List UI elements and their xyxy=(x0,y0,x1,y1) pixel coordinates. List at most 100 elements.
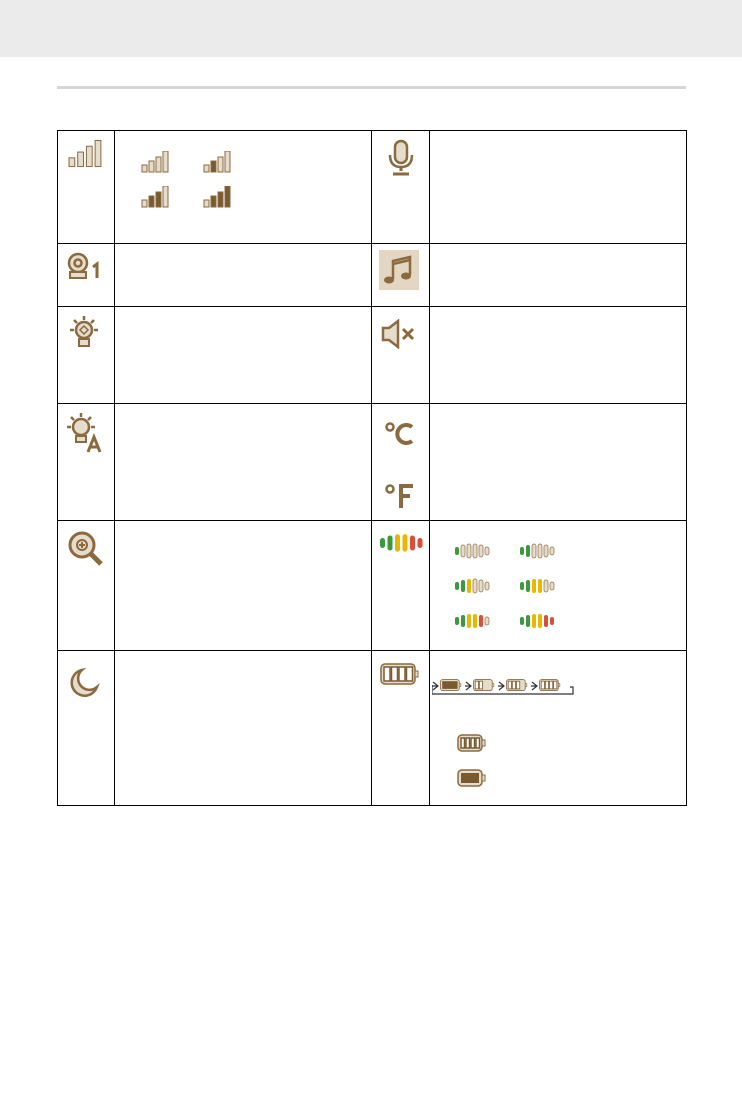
volume-level-2-icon xyxy=(519,543,554,559)
volume-level-6-icon xyxy=(519,614,554,628)
volume-bar xyxy=(410,535,416,551)
cell-signal xyxy=(56,130,116,244)
volume-bar xyxy=(537,579,542,593)
volume-bar xyxy=(472,614,477,628)
microphone-icon xyxy=(389,139,414,176)
cell-auto-light xyxy=(56,403,116,521)
volume-bar xyxy=(466,579,471,593)
volume-bar xyxy=(543,579,548,593)
signal-bar xyxy=(224,186,231,208)
volume-bar xyxy=(519,617,524,625)
camera-1-icon xyxy=(67,252,99,279)
volume-level-3-icon xyxy=(454,578,489,594)
signal-bar xyxy=(141,164,148,173)
volume-bar xyxy=(460,580,465,592)
signal-bar xyxy=(141,199,148,208)
camera-desc xyxy=(114,243,373,307)
volume-bar xyxy=(484,581,489,591)
battery-segment xyxy=(548,680,553,690)
signal-level-1-icon xyxy=(141,151,169,173)
cell-mic xyxy=(371,130,430,244)
volume-level-5-icon xyxy=(454,614,489,628)
volume-bar xyxy=(537,614,542,628)
signal-bar xyxy=(203,164,210,173)
signal-bar xyxy=(217,191,224,208)
night-light-icon xyxy=(70,316,98,347)
volume-bar xyxy=(525,545,530,557)
music-note-icon xyxy=(379,250,420,290)
night-light-desc xyxy=(114,306,373,404)
signal-bar xyxy=(162,151,169,173)
battery-segment xyxy=(540,680,545,690)
temperature-fahrenheit-icon xyxy=(385,484,414,508)
battery-segment xyxy=(441,681,458,689)
charging-sequence xyxy=(431,679,574,695)
signal-level-3-icon xyxy=(141,186,169,208)
battery-segment xyxy=(383,666,392,682)
volume-level-4-icon xyxy=(519,579,554,593)
auto-light-desc xyxy=(114,403,373,521)
volume-bar xyxy=(525,615,530,627)
volume-bar xyxy=(472,578,477,594)
moon-icon xyxy=(70,667,100,697)
cell-temperature xyxy=(371,403,430,521)
volume-bar xyxy=(466,543,471,559)
arrow-icon xyxy=(497,681,505,691)
arrow-icon xyxy=(431,681,439,691)
speaker-mute-icon xyxy=(382,319,415,349)
battery-segment xyxy=(478,680,483,690)
volume-bar xyxy=(417,538,423,548)
volume-bar xyxy=(472,543,477,559)
battery-level-3-icon xyxy=(505,679,527,691)
volume-bar xyxy=(484,546,489,556)
zoom-desc xyxy=(114,520,373,651)
cell-volume xyxy=(371,520,430,651)
volume-bar xyxy=(543,544,548,558)
signal-bar xyxy=(94,139,102,168)
volume-bar xyxy=(531,543,536,559)
battery-state-4-icon xyxy=(456,734,486,752)
volume-bar xyxy=(387,535,393,551)
volume-bar xyxy=(402,534,408,552)
battery-segment xyxy=(398,666,407,682)
battery-segment xyxy=(406,666,414,682)
signal-bar xyxy=(210,160,217,173)
cell-camera xyxy=(56,243,116,307)
arrow-icon xyxy=(530,681,538,691)
cell-battery xyxy=(371,650,430,806)
temperature-desc xyxy=(428,403,688,521)
battery-segment xyxy=(391,666,399,682)
volume-bar xyxy=(466,614,471,628)
signal-level-4-icon xyxy=(203,186,231,208)
volume-bar xyxy=(478,579,483,593)
volume-bar xyxy=(454,547,459,555)
cell-night-light xyxy=(56,306,116,404)
volume-bar xyxy=(549,546,554,556)
mic-desc xyxy=(428,130,688,244)
signal-bar xyxy=(148,160,155,173)
volume-bar xyxy=(454,582,459,590)
volume-bar xyxy=(460,544,465,558)
mute-desc xyxy=(428,306,688,404)
cell-moon xyxy=(56,650,116,806)
volume-bar xyxy=(484,616,489,626)
battery-segment xyxy=(544,680,549,690)
volume-bar xyxy=(531,579,536,593)
volume-bar xyxy=(537,543,542,559)
divider xyxy=(57,86,686,89)
battery-segment xyxy=(507,680,512,690)
volume-bar xyxy=(519,582,524,590)
battery-segment xyxy=(552,680,557,690)
signal-bar xyxy=(203,199,210,208)
volume-bar xyxy=(531,614,536,628)
signal-level-2-icon xyxy=(203,151,231,173)
signal-bar xyxy=(217,156,224,173)
battery-state-1-icon xyxy=(456,769,486,787)
signal-bar xyxy=(162,186,169,208)
signal-bar xyxy=(224,151,231,173)
header-band xyxy=(0,0,742,57)
signal-bar xyxy=(85,145,93,168)
signal-levels-cell xyxy=(114,130,373,244)
music-desc xyxy=(428,243,688,307)
battery-cell xyxy=(428,650,688,806)
